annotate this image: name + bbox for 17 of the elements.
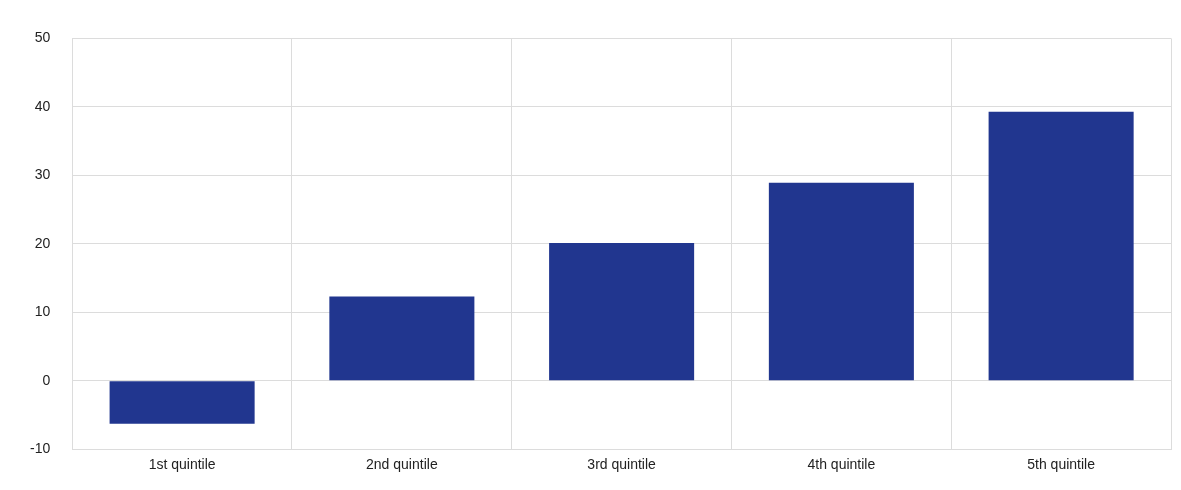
bar bbox=[549, 243, 695, 381]
x-tick-label: 2nd quintile bbox=[366, 456, 438, 473]
x-tick-label: 5th quintile bbox=[1027, 456, 1096, 473]
y-tick-label: 50 bbox=[34, 29, 51, 46]
y-tick-label: 10 bbox=[34, 303, 51, 320]
bar bbox=[768, 182, 914, 381]
y-tick-label: 40 bbox=[34, 97, 51, 114]
y-tick-label: 20 bbox=[34, 234, 51, 251]
y-tick-label: 0 bbox=[42, 371, 51, 388]
x-tick-label: 1st quintile bbox=[148, 456, 216, 473]
bar bbox=[988, 111, 1134, 381]
x-tick-label: 4th quintile bbox=[807, 456, 876, 473]
y-tick-label: 30 bbox=[34, 166, 51, 183]
y-tick-label: -10 bbox=[30, 440, 51, 457]
bar bbox=[329, 296, 475, 381]
bar bbox=[109, 381, 255, 424]
x-tick-label: 3rd quintile bbox=[587, 456, 657, 473]
